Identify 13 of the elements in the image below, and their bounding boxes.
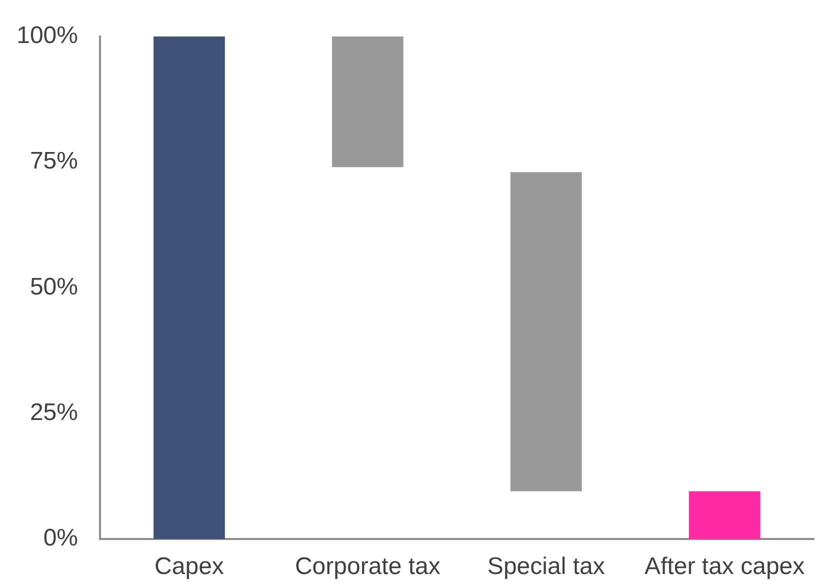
bar — [510, 172, 582, 492]
y-tick-label: 50% — [30, 273, 78, 300]
y-tick-label: 75% — [30, 148, 78, 175]
x-tick-label: Capex — [154, 553, 224, 580]
bar — [688, 491, 760, 539]
y-tick-label: 0% — [43, 524, 78, 552]
y-tick-label: 100% — [16, 22, 78, 50]
x-tick-label: Special tax — [487, 553, 605, 580]
y-tick-label: 25% — [30, 398, 78, 426]
x-tick-label: Corporate tax — [294, 553, 440, 580]
bar — [332, 36, 404, 168]
x-tick-label: After tax capex — [644, 553, 805, 580]
bar — [154, 36, 225, 539]
